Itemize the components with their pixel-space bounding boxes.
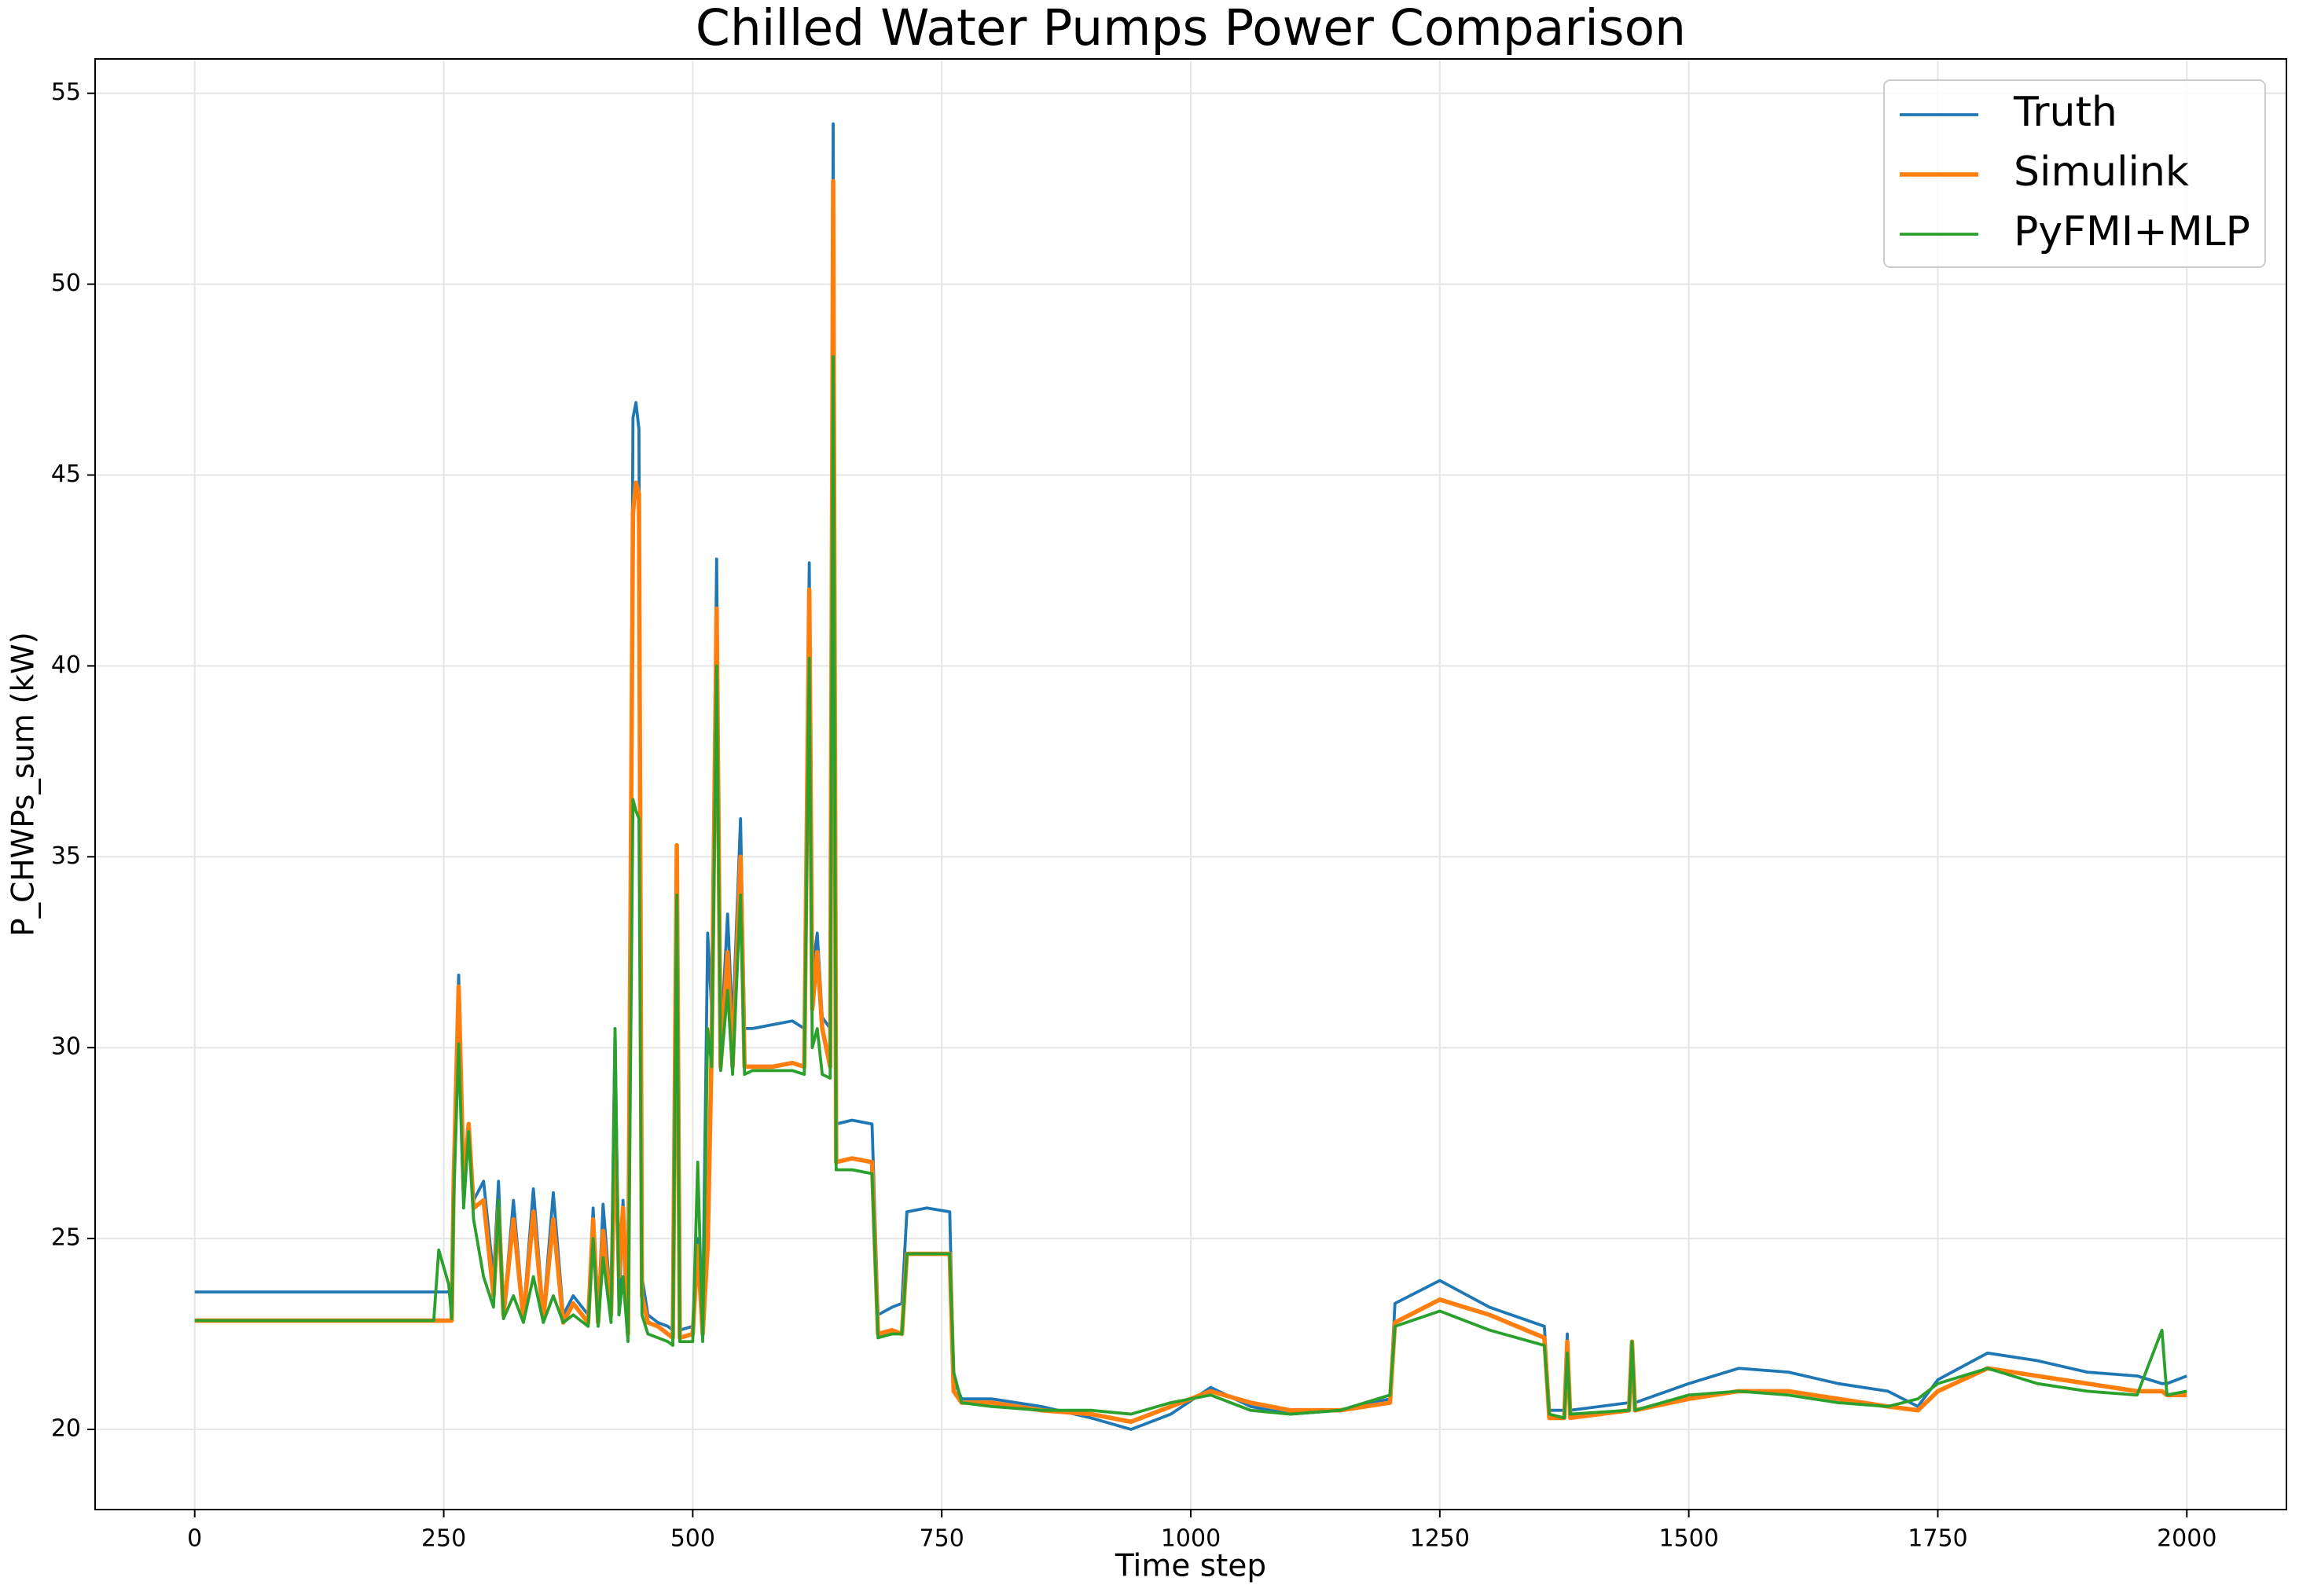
y-tick-label: 30 <box>51 1033 81 1061</box>
x-tick-label: 750 <box>920 1525 964 1553</box>
legend-label: PyFMI+MLP <box>2014 208 2250 255</box>
x-tick-label: 1500 <box>1658 1525 1718 1553</box>
series-line <box>194 355 2187 1420</box>
y-tick-label: 45 <box>51 460 81 488</box>
plot-frame <box>94 58 2287 1510</box>
x-axis-label: Time step <box>1115 1549 1266 1584</box>
legend-label: Truth <box>2013 89 2117 136</box>
x-tick-label: 1750 <box>1908 1525 1967 1553</box>
y-tick-label: 25 <box>51 1224 81 1252</box>
x-tick-label: 500 <box>670 1525 715 1553</box>
y-tick-label: 20 <box>51 1414 81 1442</box>
y-tick-label: 50 <box>51 270 81 297</box>
y-axis-label: P_CHWPs_sum (kW) <box>6 632 42 937</box>
x-tick-label: 250 <box>421 1525 466 1553</box>
chart-title: Chilled Water Pumps Power Comparison <box>696 0 1686 57</box>
legend-box <box>1883 79 2266 268</box>
x-tick-label: 1000 <box>1161 1525 1221 1553</box>
legend-label: Simulink <box>2014 149 2189 196</box>
y-tick-label: 40 <box>51 651 81 679</box>
y-tick-label: 35 <box>51 842 81 870</box>
x-tick-label: 2000 <box>2157 1525 2216 1553</box>
y-tick-label: 55 <box>51 79 81 106</box>
x-tick-label: 0 <box>187 1525 202 1553</box>
x-tick-label: 1250 <box>1410 1525 1470 1553</box>
